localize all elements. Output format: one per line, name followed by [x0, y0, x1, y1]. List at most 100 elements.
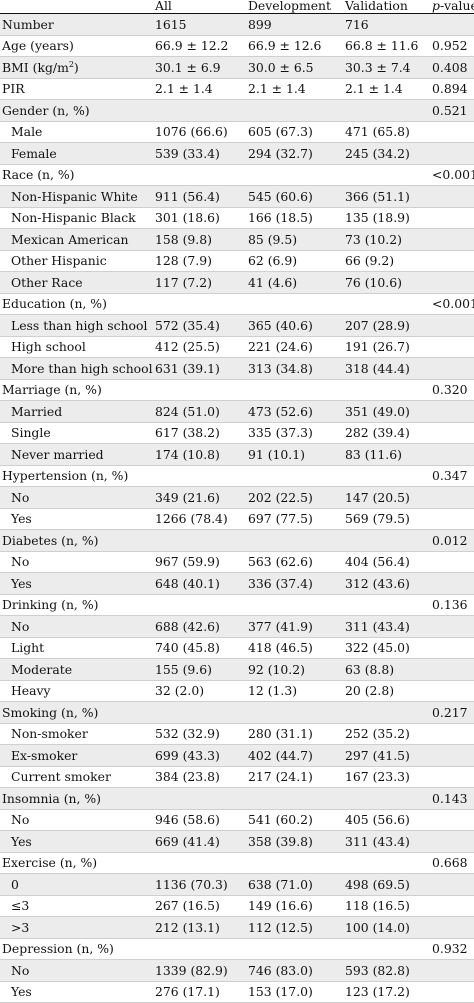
cell-all: 128 (7.9)	[153, 250, 246, 272]
cell-development: 149 (16.6)	[246, 895, 343, 917]
cell-validation: 135 (18.9)	[343, 207, 430, 229]
table-row: Current smoker 384 (23.8) 217 (24.1) 167 (2…	[0, 766, 474, 788]
cell-p-value	[430, 873, 474, 895]
cell-validation	[343, 852, 430, 874]
table-row: Single 617 (38.2) 335 (37.3) 282 (39.4)	[0, 422, 474, 444]
row-label-text: Age (years)	[2, 38, 74, 54]
table-row: Education (n, %) <0.001	[0, 293, 474, 315]
cell-all: 1136 (70.3)	[153, 873, 246, 895]
cell-validation: 66 (9.2)	[343, 250, 430, 272]
row-label-text: Exercise (n, %)	[2, 855, 98, 871]
cell-validation: 366 (51.1)	[343, 185, 430, 207]
cell-p-value	[430, 443, 474, 465]
row-label-text: Non-Hispanic Black	[11, 210, 136, 226]
cell-development: 41 (4.6)	[246, 271, 343, 293]
cell-p-value: 0.952	[430, 35, 474, 57]
cell-validation: 297 (41.5)	[343, 744, 430, 766]
table-row: Non-smoker 532 (32.9) 280 (31.1) 252 (35.2)	[0, 723, 474, 745]
cell-all: 669 (41.4)	[153, 830, 246, 852]
cell-all: 32 (2.0)	[153, 680, 246, 702]
row-label: Insomnia (n, %)	[0, 787, 153, 809]
row-label: Male	[0, 121, 153, 143]
table-row: Age (years) 66.9 ± 12.2 66.9 ± 12.6 66.8 ± …	[0, 35, 474, 57]
cell-validation: 318 (44.4)	[343, 357, 430, 379]
table-row: ≤3 267 (16.5) 149 (16.6) 118 (16.5)	[0, 895, 474, 917]
table-row: Light 740 (45.8) 418 (46.5) 322 (45.0)	[0, 637, 474, 659]
table-row: Female 539 (33.4) 294 (32.7) 245 (34.2)	[0, 142, 474, 164]
row-label: Moderate	[0, 658, 153, 680]
cell-development: 153 (17.0)	[246, 981, 343, 1003]
cell-validation	[343, 293, 430, 315]
cell-all: 631 (39.1)	[153, 357, 246, 379]
row-label: Exercise (n, %)	[0, 852, 153, 874]
row-label: Non-Hispanic White	[0, 185, 153, 207]
cell-all: 688 (42.6)	[153, 615, 246, 637]
cell-all	[153, 938, 246, 960]
cell-validation: 716	[343, 13, 430, 35]
table-row: Diabetes (n, %) 0.012	[0, 529, 474, 551]
cell-development: 638 (71.0)	[246, 873, 343, 895]
table-row: Hypertension (n, %) 0.347	[0, 465, 474, 487]
cell-p-value: 0.143	[430, 787, 474, 809]
cell-validation	[343, 164, 430, 186]
table-row: Other Hispanic 128 (7.9) 62 (6.9) 66 (9.2)	[0, 250, 474, 272]
cell-validation: 311 (43.4)	[343, 830, 430, 852]
cell-all: 301 (18.6)	[153, 207, 246, 229]
row-label-text: Non-Hispanic White	[11, 188, 138, 204]
cell-validation: 118 (16.5)	[343, 895, 430, 917]
table-row: Non-Hispanic Black 301 (18.6) 166 (18.5) 13…	[0, 207, 474, 229]
row-label: More than high school	[0, 357, 153, 379]
row-label-text: No	[11, 618, 30, 634]
row-label: No	[0, 959, 153, 981]
cell-all: 158 (9.8)	[153, 228, 246, 250]
cell-all	[153, 701, 246, 723]
row-label: Never married	[0, 443, 153, 465]
table-row: No 946 (58.6) 541 (60.2) 405 (56.6)	[0, 809, 474, 831]
table-row: Yes 276 (17.1) 153 (17.0) 123 (17.2)	[0, 981, 474, 1003]
row-label-text: No	[11, 554, 30, 570]
row-label-superscript: 2	[68, 59, 74, 69]
row-label: Current smoker	[0, 766, 153, 788]
row-label-text: BMI (kg/m	[2, 59, 69, 75]
cell-development	[246, 787, 343, 809]
cell-p-value: 0.217	[430, 701, 474, 723]
table-row: Drinking (n, %) 0.136	[0, 594, 474, 616]
row-label-text: Yes	[11, 833, 32, 849]
row-label: Gender (n, %)	[0, 99, 153, 121]
row-label-text: Never married	[11, 446, 104, 462]
table-row: Moderate 155 (9.6) 92 (10.2) 63 (8.8)	[0, 658, 474, 680]
cell-validation: 252 (35.2)	[343, 723, 430, 745]
row-label-text: Non-smoker	[11, 726, 88, 742]
cell-all: 740 (45.8)	[153, 637, 246, 659]
cell-development: 336 (37.4)	[246, 572, 343, 594]
cell-p-value	[430, 142, 474, 164]
cell-p-value	[430, 400, 474, 422]
cell-validation: 20 (2.8)	[343, 680, 430, 702]
row-label-text: Marriage (n, %)	[2, 382, 102, 398]
cell-development: 473 (52.6)	[246, 400, 343, 422]
table-row: No 349 (21.6) 202 (22.5) 147 (20.5)	[0, 486, 474, 508]
cell-development	[246, 465, 343, 487]
cell-development: 358 (39.8)	[246, 830, 343, 852]
row-label-text: Yes	[11, 511, 32, 527]
table-row: Gender (n, %) 0.521	[0, 99, 474, 121]
row-label: Non-Hispanic Black	[0, 207, 153, 229]
cell-all: 1076 (66.6)	[153, 121, 246, 143]
row-label-suffix: )	[73, 59, 79, 75]
cell-validation	[343, 701, 430, 723]
table-row: Insomnia (n, %) 0.143	[0, 787, 474, 809]
cell-p-value: 0.894	[430, 78, 474, 100]
cell-all: 699 (43.3)	[153, 744, 246, 766]
cell-validation: 123 (17.2)	[343, 981, 430, 1003]
cell-p-value	[430, 658, 474, 680]
cell-development	[246, 701, 343, 723]
cell-all	[153, 465, 246, 487]
table-row: Ex-smoker 699 (43.3) 402 (44.7) 297 (41.5)	[0, 744, 474, 766]
cell-validation: 322 (45.0)	[343, 637, 430, 659]
cell-validation	[343, 379, 430, 401]
row-label: Female	[0, 142, 153, 164]
table-row: No 967 (59.9) 563 (62.6) 404 (56.4)	[0, 551, 474, 573]
row-label: Depression (n, %)	[0, 938, 153, 960]
cell-all: 532 (32.9)	[153, 723, 246, 745]
cell-development: 12 (1.3)	[246, 680, 343, 702]
